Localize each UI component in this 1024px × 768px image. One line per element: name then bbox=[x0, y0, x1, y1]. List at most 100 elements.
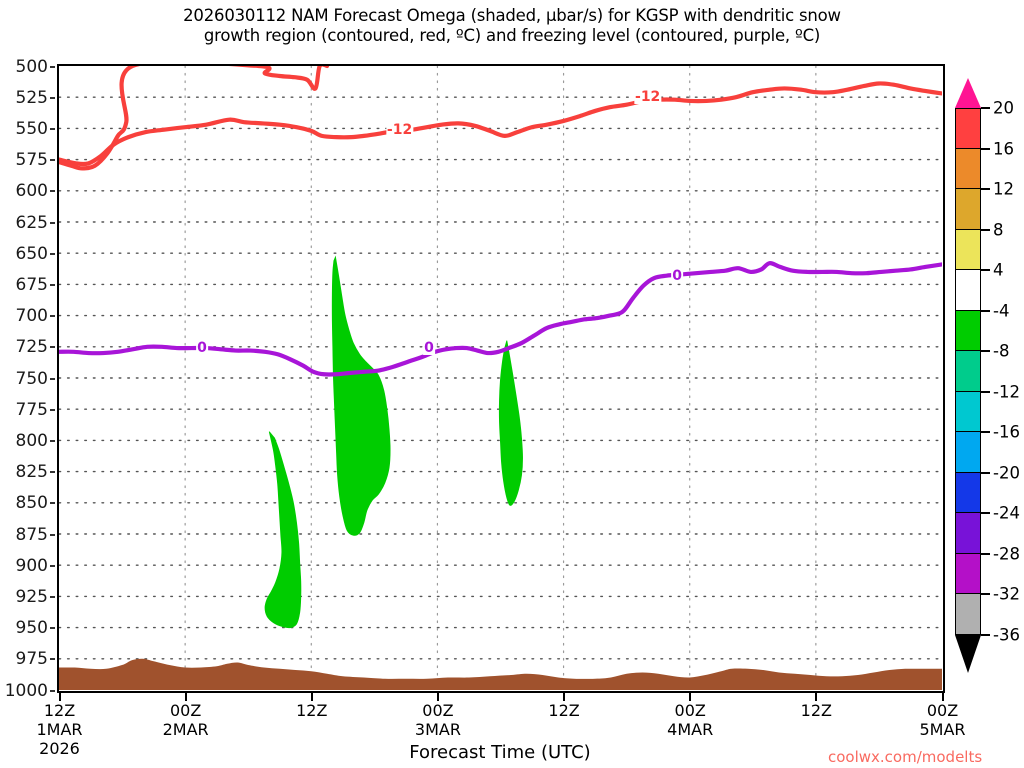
colorbar-tick-label: 20 bbox=[993, 98, 1014, 118]
y-axis-tick-mark bbox=[50, 96, 55, 99]
y-axis-tick-mark bbox=[50, 377, 55, 380]
colorbar-tick-label: -28 bbox=[993, 544, 1020, 563]
colorbar-tick bbox=[981, 593, 990, 595]
colorbar-band bbox=[955, 472, 981, 513]
y-axis-tick-mark bbox=[50, 252, 55, 255]
y-axis-tick-mark bbox=[50, 439, 55, 442]
x-axis-tick-year: 2026 bbox=[39, 739, 80, 758]
colorbar-tick-label: -36 bbox=[993, 625, 1020, 644]
y-axis-tick-mark bbox=[50, 127, 55, 130]
colorbar bbox=[955, 108, 981, 635]
y-axis-tick-mark bbox=[50, 315, 55, 318]
x-axis-tick-label: 12Z bbox=[296, 701, 327, 720]
x-axis-tick-mark bbox=[436, 692, 439, 701]
omega-region bbox=[264, 431, 302, 629]
y-axis-tick-label: 975 bbox=[15, 649, 48, 670]
y-axis-tick-label: 725 bbox=[15, 337, 48, 358]
colorbar-tick bbox=[981, 471, 990, 474]
x-axis-tick-label: 00Z 5MAR bbox=[919, 701, 965, 739]
y-axis-tick-mark bbox=[50, 159, 55, 162]
freezing-level-label: 0 bbox=[196, 340, 208, 357]
x-axis-tick-date: 3MAR bbox=[414, 720, 461, 739]
x-axis-tick-time: 00Z bbox=[422, 701, 454, 720]
freezing-level-contour bbox=[59, 261, 942, 377]
y-axis-tick-label: 875 bbox=[15, 524, 48, 545]
omega-region bbox=[331, 255, 391, 536]
colorbar-tick bbox=[981, 350, 990, 352]
y-axis-tick-label: 950 bbox=[15, 618, 48, 639]
y-axis-tick-mark bbox=[50, 689, 55, 692]
y-axis-tick-label: 625 bbox=[15, 212, 48, 233]
colorbar-tick-label: 12 bbox=[993, 179, 1014, 199]
y-axis-tick-mark bbox=[50, 408, 55, 411]
colorbar-tick-label: 4 bbox=[993, 260, 1004, 280]
x-axis-tick-time: 12Z bbox=[800, 701, 833, 720]
colorbar-band bbox=[955, 513, 981, 554]
y-axis-tick-label: 675 bbox=[15, 274, 48, 295]
dendritic-contour-label: -12 bbox=[385, 121, 414, 138]
colorbar-tick-label: -24 bbox=[993, 503, 1020, 523]
y-axis-tick-mark bbox=[50, 65, 55, 68]
y-axis-tick-label: 650 bbox=[15, 243, 48, 264]
x-axis-tick-label: 12Z bbox=[801, 701, 832, 720]
x-axis-tick-date: 2MAR bbox=[162, 720, 209, 739]
y-axis-tick-mark bbox=[50, 190, 55, 193]
colorbar-band bbox=[955, 553, 981, 594]
terrain-fill bbox=[59, 658, 942, 690]
dendritic-contour-label: -12 bbox=[634, 89, 662, 106]
colorbar-band bbox=[955, 189, 981, 230]
x-axis-tick-label: 12Z bbox=[548, 701, 579, 720]
dendritic-contours bbox=[59, 66, 942, 171]
x-axis-tick-date: 1MAR bbox=[36, 720, 83, 739]
colorbar-tick bbox=[981, 431, 990, 433]
colorbar-band bbox=[955, 351, 981, 392]
chart-title-line-1: 2026030112 NAM Forecast Omega (shaded, μ… bbox=[183, 6, 841, 25]
plot-area: -12 -12 0 0 0 bbox=[57, 64, 945, 693]
y-axis-tick-mark bbox=[50, 595, 55, 598]
colorbar-tick bbox=[981, 107, 990, 109]
x-axis-tick-time: 12Z bbox=[43, 701, 76, 720]
x-axis-tick-label: 12Z 1MAR 2026 bbox=[36, 701, 82, 758]
chart-title-line-2: growth region (contoured, red, ºC) and f… bbox=[203, 26, 821, 45]
freezing-level-label: 0 bbox=[671, 267, 683, 284]
colorbar-tick-label: -12 bbox=[993, 382, 1020, 401]
omega-region bbox=[498, 340, 523, 506]
y-axis-tick-label: 525 bbox=[15, 87, 48, 108]
dendritic-contour-upper bbox=[59, 66, 330, 171]
colorbar-tick bbox=[981, 633, 990, 636]
colorbar-band bbox=[955, 108, 981, 149]
x-axis-tick-mark bbox=[310, 692, 313, 701]
colorbar-tick-label: -8 bbox=[993, 341, 1010, 361]
colorbar-tick bbox=[981, 552, 990, 555]
y-axis-tick-label: 850 bbox=[15, 493, 48, 514]
y-axis-tick-label: 900 bbox=[15, 555, 48, 576]
x-axis-tick-time: 00Z bbox=[926, 701, 959, 720]
x-axis-tick-mark bbox=[58, 692, 61, 701]
x-axis-tick-label: 00Z 3MAR bbox=[415, 701, 461, 739]
colorbar-tick-label: -20 bbox=[993, 463, 1020, 482]
colorbar-over-cap bbox=[955, 78, 981, 108]
colorbar-tick bbox=[981, 228, 990, 231]
y-axis-tick-label: 800 bbox=[15, 430, 48, 451]
y-axis-tick-mark bbox=[50, 346, 55, 349]
x-axis-tick-mark bbox=[815, 692, 818, 701]
colorbar-tick bbox=[981, 512, 990, 514]
y-axis-tick-mark bbox=[50, 533, 55, 536]
colorbar-tick-label: 8 bbox=[993, 220, 1004, 239]
x-axis-tick-mark bbox=[563, 692, 566, 701]
y-axis-tick-label: 550 bbox=[15, 118, 48, 139]
y-axis-tick-label: 1000 bbox=[4, 680, 48, 701]
colorbar-tick-label: -32 bbox=[993, 584, 1020, 604]
colorbar-under-cap bbox=[955, 634, 981, 673]
colorbar-tick bbox=[981, 188, 990, 190]
x-axis-tick-time: 00Z bbox=[674, 701, 706, 720]
x-axis-tick-label: 00Z 4MAR bbox=[667, 701, 713, 739]
colorbar-tick bbox=[981, 269, 990, 271]
y-axis-tick-mark bbox=[50, 564, 55, 567]
y-axis-tick-label: 750 bbox=[15, 368, 48, 389]
colorbar-tick-label: 16 bbox=[993, 139, 1014, 158]
y-axis-tick-label: 825 bbox=[15, 462, 48, 483]
y-axis-tick-label: 575 bbox=[15, 150, 48, 171]
colorbar-band bbox=[955, 270, 981, 311]
